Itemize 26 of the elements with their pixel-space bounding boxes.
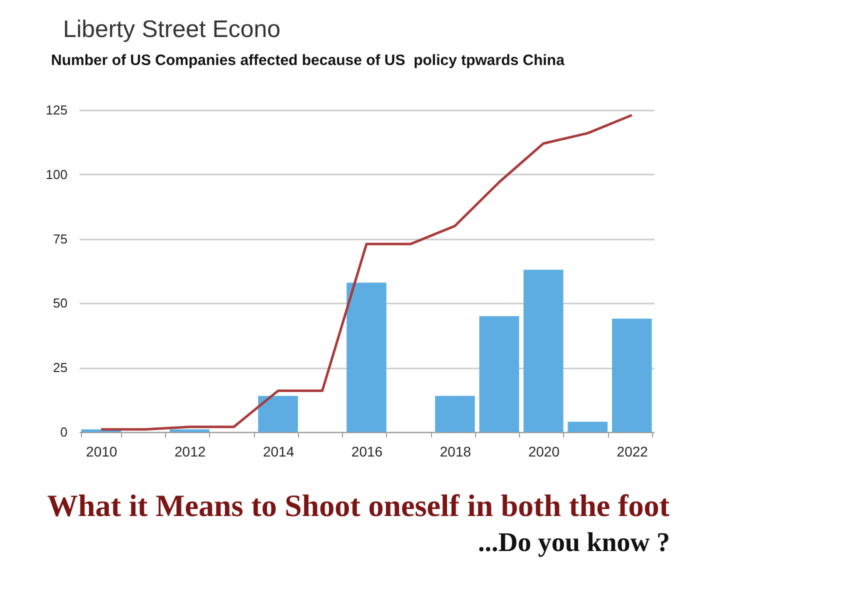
y-tick-label: 125 [46, 102, 68, 118]
bar [612, 318, 652, 432]
bar [479, 316, 520, 432]
x-tick-label: 2016 [351, 444, 383, 460]
y-tick-label: 50 [53, 296, 68, 311]
x-tick-label: 2018 [440, 444, 472, 460]
chart-title: Number of US Companies affected because of US policy tpwards China [51, 52, 566, 69]
x-tick-label: 2012 [174, 444, 206, 460]
y-tick-label: 25 [53, 360, 68, 376]
bar [524, 270, 564, 432]
bar [258, 396, 298, 432]
y-tick-label: 0 [60, 424, 68, 440]
y-tick-label: 100 [46, 166, 68, 182]
x-tick-label: 2010 [86, 444, 118, 460]
bar [170, 429, 210, 432]
y-tick-label: 75 [53, 231, 68, 246]
bar [568, 422, 608, 432]
x-tick-label: 2020 [528, 444, 560, 460]
text: What it Means to Shoot oneself in both the foot [47, 488, 670, 524]
x-tick-label: 2022 [616, 444, 648, 460]
line-series [100, 114, 634, 431]
text: ...Do you know ? [478, 527, 670, 558]
bar [346, 282, 386, 432]
x-tick-label: 2014 [262, 444, 294, 460]
text: Liberty Street Econo [63, 16, 280, 44]
bar [435, 396, 475, 432]
